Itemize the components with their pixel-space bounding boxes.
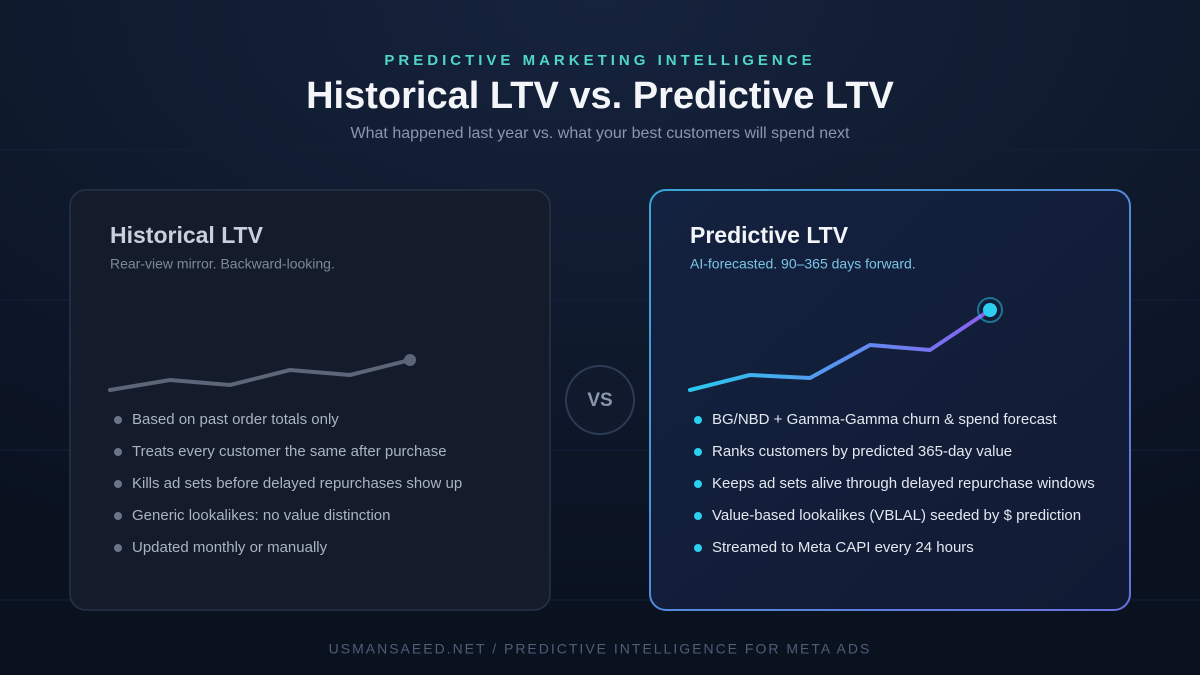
card-predictive <box>649 189 1131 611</box>
bullet-dot <box>694 544 702 552</box>
card-subtitle: Rear-view mirror. Backward-looking. <box>110 256 335 272</box>
bullet-text: Streamed to Meta CAPI every 24 hours <box>712 539 974 556</box>
sparkline <box>688 308 992 392</box>
bullet-text: Kills ad sets before delayed repurchases… <box>132 475 462 492</box>
sparkline-end <box>983 303 997 317</box>
bullet-dot <box>694 512 702 520</box>
bullet-dot <box>694 448 702 456</box>
sparkline-ring <box>977 297 1003 323</box>
bullet-dot <box>694 416 702 424</box>
bullet-dot <box>114 480 122 488</box>
card-title: Historical LTV <box>110 222 264 248</box>
bullet-text: Treats every customer the same after pur… <box>132 443 447 460</box>
card-historical <box>69 189 551 611</box>
footer: USMANSAEED.NET / PREDICTIVE INTELLIGENCE… <box>329 641 872 657</box>
eyebrow: PREDICTIVE MARKETING INTELLIGENCE <box>384 52 815 69</box>
vs-badge <box>565 365 635 435</box>
bullets: Based on past order totals only Treats ev… <box>114 411 1095 556</box>
bullet-text: BG/NBD + Gamma-Gamma churn & spend forec… <box>712 411 1058 428</box>
card-title: Predictive LTV <box>690 222 849 248</box>
bullet-dot <box>694 480 702 488</box>
bullet-text: Value-based lookalikes (VBLAL) seeded by… <box>712 507 1081 524</box>
bullet-dot <box>114 544 122 552</box>
card-subtitle: AI-forecasted. 90–365 days forward. <box>690 256 916 272</box>
bullet-text: Based on past order totals only <box>132 411 339 428</box>
sparkline <box>108 358 412 392</box>
bullet-text: Ranks customers by predicted 365-day val… <box>712 443 1012 460</box>
title: Historical LTV vs. Predictive LTV <box>306 75 894 117</box>
vs-label: VS <box>587 390 612 411</box>
bullet-text: Keeps ad sets alive through delayed repu… <box>712 475 1095 492</box>
bullet-text: Generic lookalikes: no value distinction <box>132 507 390 524</box>
bullet-dot <box>114 512 122 520</box>
sparkline-end <box>404 354 416 366</box>
subtitle: What happened last year vs. what your be… <box>351 125 850 142</box>
bullet-dot <box>114 448 122 456</box>
bullet-dot <box>114 416 122 424</box>
bullet-text: Updated monthly or manually <box>132 539 328 556</box>
